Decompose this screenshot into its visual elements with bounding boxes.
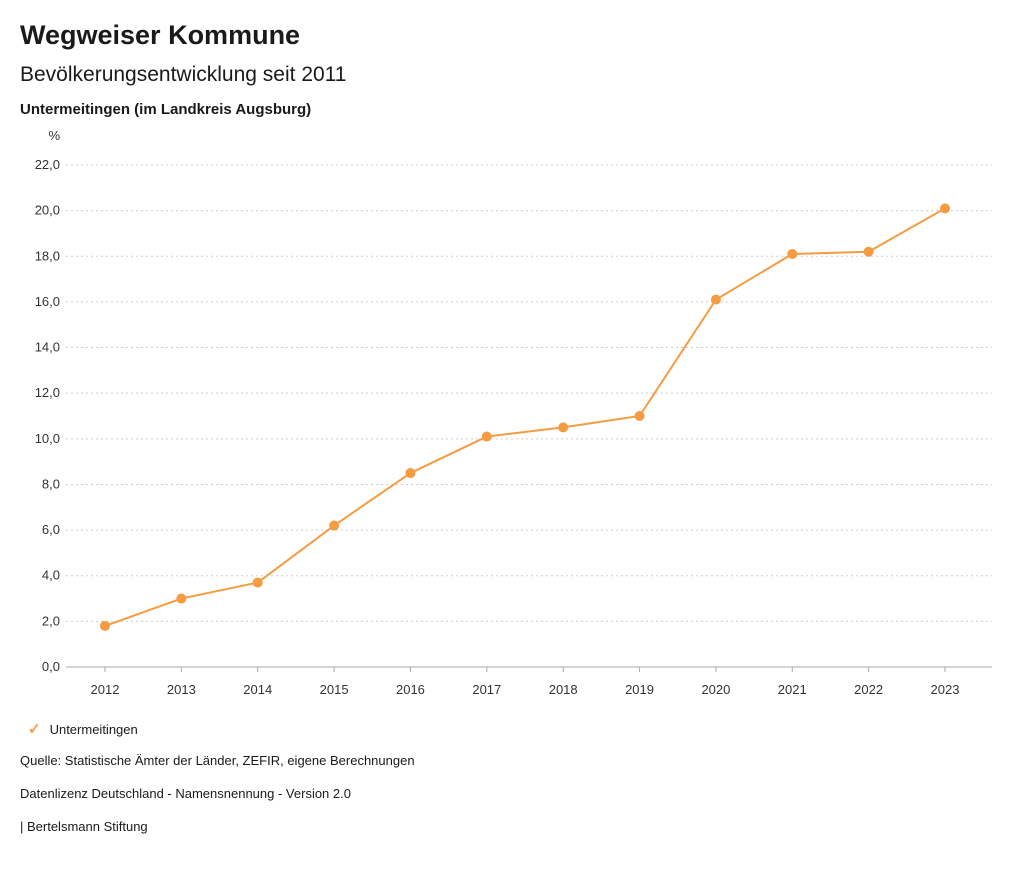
- chart-header: Wegweiser Kommune Bevölkerungsentwicklun…: [0, 0, 1024, 118]
- y-tick-label: 4,0: [42, 568, 60, 583]
- y-tick-label: 18,0: [35, 248, 60, 263]
- region-label: Untermeitingen (im Landkreis Augsburg): [20, 101, 312, 118]
- footer: Quelle: Statistische Ämter der Länder, Z…: [0, 737, 1024, 834]
- x-tick-label: 2018: [549, 682, 578, 697]
- x-tick-label: 2021: [778, 682, 807, 697]
- x-tick-label: 2016: [396, 682, 425, 697]
- y-tick-label: 8,0: [42, 476, 60, 491]
- y-tick-label: 10,0: [35, 431, 60, 446]
- data-point-2019[interactable]: [634, 411, 645, 421]
- page-title: Wegweiser Kommune: [20, 20, 301, 50]
- data-point-2013[interactable]: [176, 593, 187, 604]
- data-point-2018[interactable]: [558, 422, 569, 433]
- data-point-2017[interactable]: [481, 431, 492, 442]
- x-tick-label: 2019: [625, 682, 654, 697]
- x-tick-label: 2017: [472, 682, 501, 697]
- x-tick-label: 2014: [243, 682, 272, 697]
- legend-item-untermeitingen[interactable]: Untermeitingen: [49, 722, 138, 737]
- y-tick-label: 12,0: [35, 385, 60, 400]
- y-tick-label: 0,0: [42, 659, 60, 674]
- legend: ✓ Untermeitingen: [0, 722, 1024, 737]
- series-line-untermeitingen: [104, 207, 946, 627]
- x-tick-label: 2015: [320, 682, 349, 697]
- data-point-2014[interactable]: [252, 577, 263, 588]
- y-tick-label: 6,0: [42, 522, 60, 537]
- chart-subtitle: Bevölkerungsentwicklung seit 2011: [20, 63, 347, 86]
- x-tick-label: 2013: [167, 682, 196, 697]
- data-point-2012[interactable]: [100, 620, 110, 631]
- x-tick-label: 2012: [91, 682, 120, 697]
- x-tick-label: 2022: [854, 682, 883, 697]
- y-tick-label: 16,0: [35, 294, 60, 309]
- data-point-2022[interactable]: [863, 246, 874, 257]
- data-point-2015[interactable]: [329, 520, 340, 531]
- x-tick-label: 2020: [701, 682, 730, 697]
- y-tick-label: 22,0: [35, 157, 60, 172]
- line-chart[interactable]: 0,0 2,0 4,0 6,0 8,0 10,0 12,0 14,0 16,0 18,0 20,0 2…: [0, 120, 1024, 722]
- license-text: Datenlizenz Deutschland - Namensnennung …: [20, 786, 351, 801]
- y-axis-unit-label: %: [48, 128, 60, 143]
- x-tick-label: 2023: [931, 682, 960, 697]
- check-icon[interactable]: ✓: [28, 721, 41, 738]
- data-point-2020[interactable]: [710, 294, 721, 305]
- data-point-2023[interactable]: [940, 203, 950, 214]
- data-point-2016[interactable]: [405, 468, 416, 479]
- y-tick-label: 14,0: [35, 340, 60, 355]
- attribution-text: | Bertelsmann Stiftung: [20, 819, 148, 834]
- source-text: Quelle: Statistische Ämter der Länder, Z…: [20, 753, 415, 768]
- y-tick-label: 20,0: [35, 203, 60, 218]
- y-tick-label: 2,0: [42, 613, 60, 628]
- data-point-2021[interactable]: [787, 248, 798, 259]
